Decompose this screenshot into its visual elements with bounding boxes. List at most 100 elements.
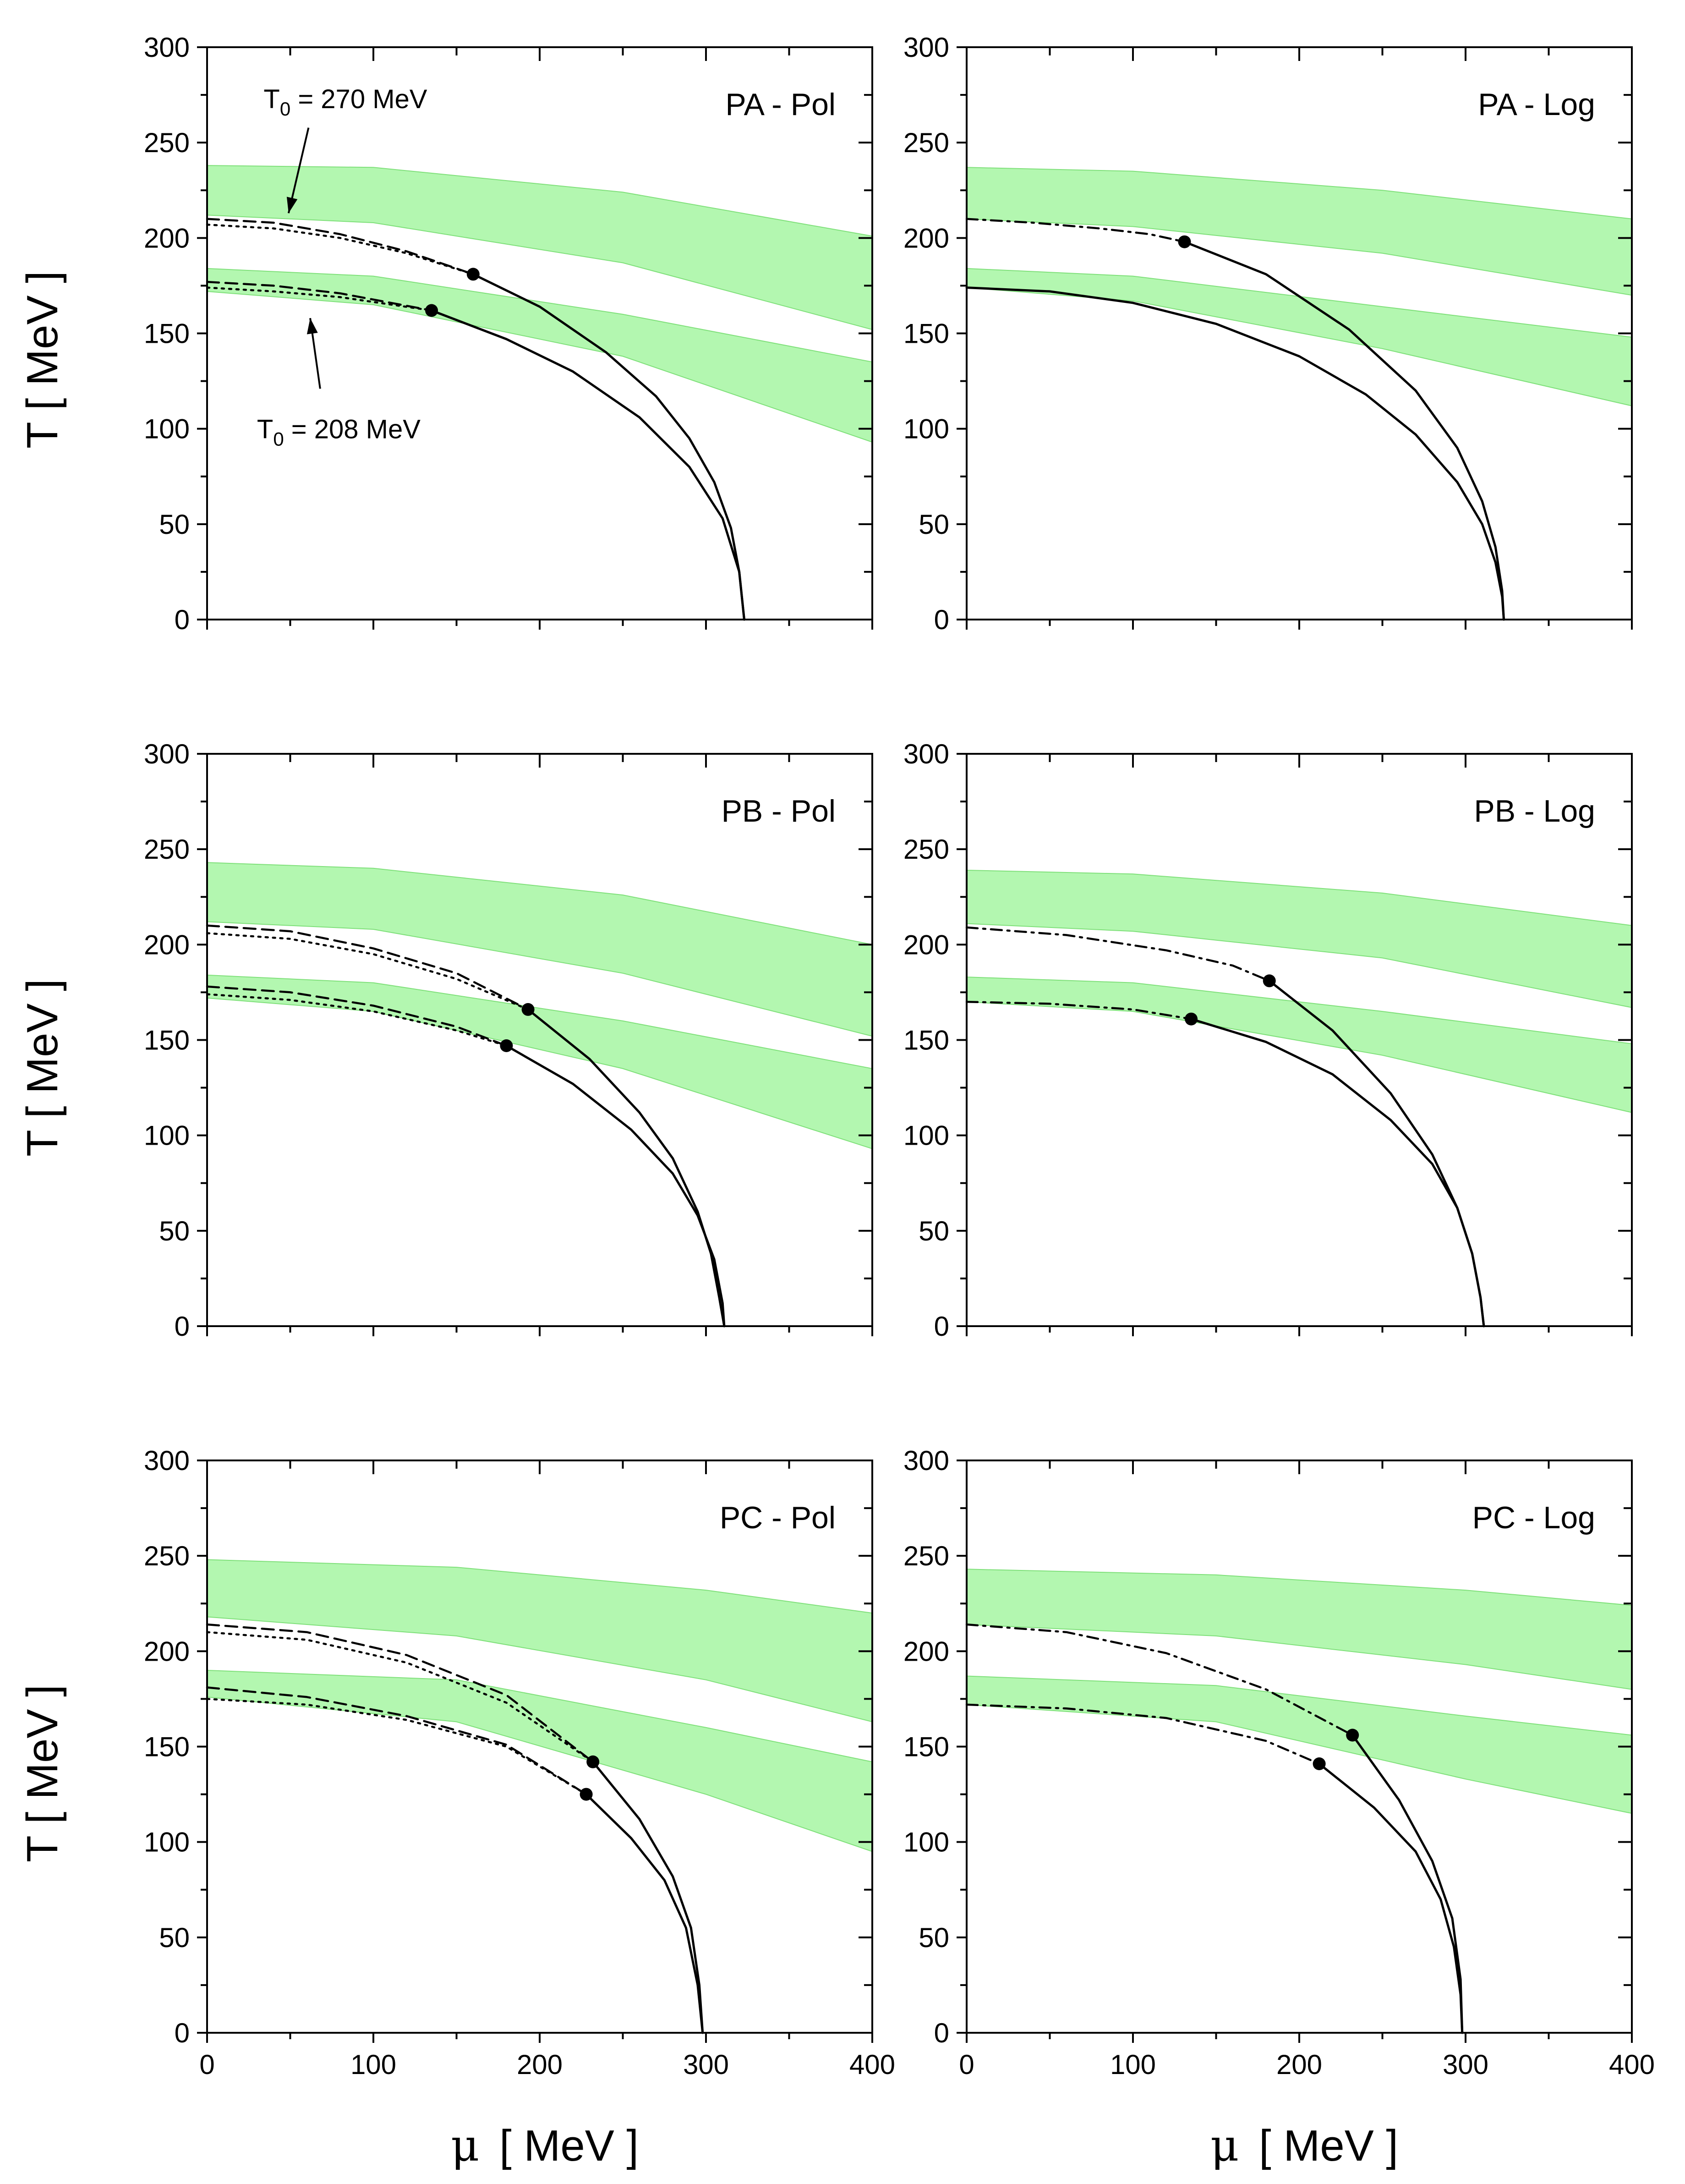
panel-pc-pol: 0 50 100 150 200 250 300 0 100 200 300 400 PC - Pol — [144, 1445, 895, 2080]
series-line-dashdot — [965, 1623, 1354, 1736]
y-tick-label: 250 — [144, 1541, 190, 1571]
critical-end-point — [580, 1788, 593, 1801]
y-tick-label: 100 — [903, 1120, 949, 1151]
critical-end-point — [1178, 235, 1191, 248]
y-tick-label: 0 — [175, 604, 190, 635]
annotation-rest: = 208 MeV — [284, 414, 421, 444]
y-axis-title-row-3: T [ MeV ] — [18, 1685, 67, 1862]
y-tick-label: 0 — [934, 1311, 949, 1342]
y-axis-title-row-1: T [ MeV ] — [18, 271, 67, 449]
annotation-arrowhead — [306, 318, 318, 335]
series-line-solid — [430, 309, 745, 621]
annotation-subscript: 0 — [280, 98, 290, 120]
critical-end-point — [586, 1755, 600, 1768]
y-tick-label: 250 — [903, 1541, 949, 1571]
critical-end-point — [425, 304, 438, 317]
x-axis-title-col-2: μ [ MeV ] — [1210, 2120, 1398, 2171]
y-tick-label: 150 — [144, 318, 190, 349]
series-line-dashdot — [965, 218, 1186, 243]
y-tick-label: 100 — [903, 414, 949, 444]
panel-title: PC - Log — [1472, 1500, 1595, 1535]
panel-title: PC - Pol — [720, 1500, 836, 1535]
y-tick-label: 50 — [919, 1922, 949, 1953]
x-axis-title-unit: [ MeV ] — [499, 2121, 639, 2170]
panel-pb-log: 0 50 100 150 200 250 300 PB - Log — [903, 739, 1633, 1342]
x-tick-label: 300 — [683, 2049, 729, 2080]
series-line-dashdot — [965, 1703, 1320, 1765]
critical-end-point — [1346, 1729, 1359, 1742]
y-tick-label: 300 — [144, 1445, 190, 1476]
panel-title: PA - Log — [1478, 87, 1595, 122]
annotation-arrowhead — [286, 197, 298, 214]
y-tick-label: 250 — [903, 834, 949, 865]
series-line-solid — [527, 1008, 726, 1328]
annotation-subscript: 0 — [273, 428, 284, 450]
y-tick-label: 150 — [144, 1732, 190, 1762]
critical-end-point — [500, 1039, 513, 1052]
series-line-dashdot — [965, 1000, 1193, 1020]
series-line-dotted — [206, 1698, 587, 1795]
series-line-solid — [591, 1761, 704, 2034]
y-axis-title-row-2: T [ MeV ] — [18, 979, 67, 1157]
series-line-dashed — [206, 1623, 594, 1763]
y-tick-label: 200 — [903, 1636, 949, 1667]
y-tick-label: 200 — [144, 1636, 190, 1667]
y-tick-label: 250 — [903, 127, 949, 158]
y-tick-label: 0 — [934, 2018, 949, 2048]
series-line-dashed — [206, 218, 475, 275]
x-tick-label: 200 — [1276, 2049, 1322, 2080]
y-tick-label: 100 — [144, 414, 190, 444]
y-tick-label: 50 — [159, 509, 190, 540]
y-tick-label: 300 — [144, 32, 190, 63]
series-line-solid — [965, 286, 1505, 621]
x-axis-title-col-1: μ [ MeV ] — [451, 2120, 639, 2171]
y-tick-label: 200 — [144, 223, 190, 253]
series-line-solid — [1190, 1018, 1485, 1328]
critical-end-point — [1263, 974, 1276, 988]
series-line-solid — [1318, 1762, 1464, 2034]
y-tick-label: 50 — [159, 1922, 190, 1953]
y-tick-label: 0 — [175, 1311, 190, 1342]
critical-end-point — [466, 268, 480, 281]
y-tick-label: 150 — [144, 1025, 190, 1056]
panel-title: PA - Pol — [725, 87, 836, 122]
y-tick-label: 300 — [144, 739, 190, 769]
panel-pc-log: 0 50 100 150 200 250 300 0 100 200 300 400 PC - Log — [903, 1445, 1655, 2080]
x-tick-label: 100 — [350, 2049, 396, 2080]
panel-pb-pol: 0 50 100 150 200 250 300 PB - Pol — [144, 739, 873, 1342]
y-tick-label: 50 — [159, 1216, 190, 1246]
y-tick-label: 150 — [903, 318, 949, 349]
y-tick-label: 0 — [175, 2018, 190, 2048]
x-tick-label: 0 — [959, 2049, 974, 2080]
series-line-dotted — [206, 1631, 594, 1763]
series-line-dashdot — [965, 926, 1270, 982]
annotation-base: T — [263, 84, 279, 114]
y-tick-label: 250 — [144, 127, 190, 158]
x-axis-title-symbol: μ — [1210, 2120, 1239, 2171]
y-tick-label: 50 — [919, 1216, 949, 1246]
y-tick-label: 150 — [903, 1025, 949, 1056]
series-line-dotted — [206, 223, 475, 275]
panel-title: PB - Pol — [722, 794, 836, 829]
series-line-dashed — [206, 1686, 587, 1795]
series-line-solid — [1351, 1734, 1464, 2034]
x-tick-label: 0 — [199, 2049, 214, 2080]
y-tick-label: 300 — [903, 32, 949, 63]
critical-end-point — [1313, 1757, 1326, 1770]
y-tick-label: 150 — [903, 1732, 949, 1762]
y-tick-label: 100 — [144, 1120, 190, 1151]
annotation-base: T — [257, 414, 273, 444]
series-line-dashed — [206, 924, 529, 1011]
panel-pa-log: 0 50 100 150 200 250 300 PA - Log — [903, 32, 1633, 635]
annotation-rest: = 270 MeV — [290, 84, 427, 114]
y-tick-label: 300 — [903, 1445, 949, 1476]
y-tick-label: 50 — [919, 509, 949, 540]
x-axis-title-unit: [ MeV ] — [1259, 2121, 1398, 2170]
y-tick-label: 250 — [144, 834, 190, 865]
critical-end-point — [521, 1003, 535, 1016]
series-line-solid — [1183, 241, 1505, 621]
x-axis-title-symbol: μ — [451, 2120, 479, 2171]
y-tick-label: 100 — [903, 1827, 949, 1858]
